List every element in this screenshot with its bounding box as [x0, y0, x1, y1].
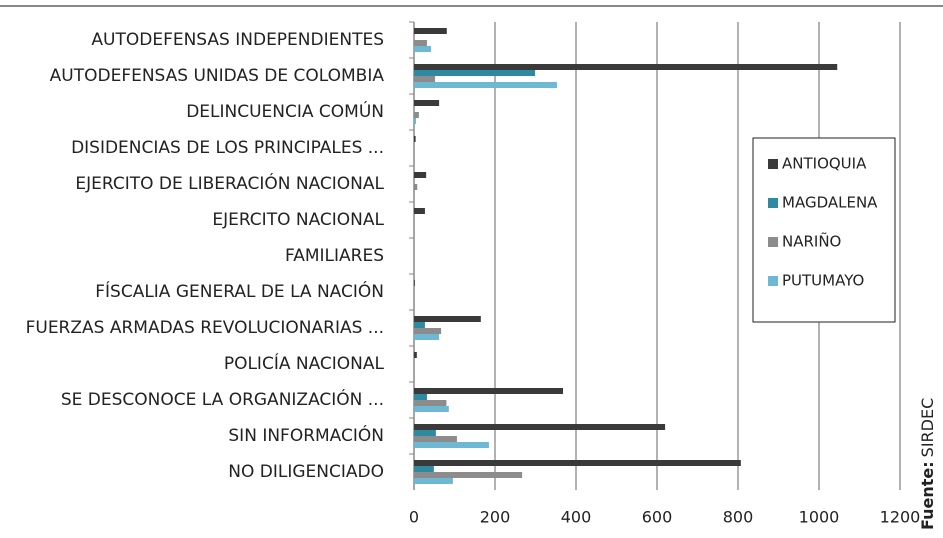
bar — [414, 406, 449, 412]
bar — [414, 40, 427, 46]
bar — [414, 478, 453, 484]
bar — [414, 208, 425, 214]
bar — [414, 394, 427, 400]
bar — [414, 424, 666, 430]
x-tick-label: 200 — [480, 508, 511, 527]
bar — [414, 70, 536, 76]
bar — [414, 472, 523, 478]
y-tick-label: POLICÍA NACIONAL — [224, 352, 385, 374]
bar — [414, 400, 447, 406]
y-tick-label: NO DILIGENCIADO — [228, 462, 384, 482]
x-tick-label: 600 — [642, 508, 673, 527]
bar — [414, 76, 436, 82]
x-tick-label: 1200 — [880, 508, 921, 527]
bar — [414, 328, 442, 334]
bar — [414, 460, 741, 466]
y-tick-label: FUERZAS ARMADAS REVOLUCIONARIAS ... — [26, 318, 384, 338]
bar — [414, 466, 434, 472]
bar — [414, 430, 436, 436]
bar — [414, 352, 417, 358]
source-label: Fuente: — [918, 461, 937, 530]
bar — [414, 118, 417, 124]
bar — [414, 442, 489, 448]
y-tick-label: AUTODEFENSAS UNIDAS DE COLOMBIA — [50, 66, 385, 86]
y-tick-label: SE DESCONOCE LA ORGANIZACIÓN ... — [61, 388, 384, 410]
y-tick-label: AUTODEFENSAS INDEPENDIENTES — [91, 30, 384, 50]
legend-swatch — [768, 276, 778, 286]
bar — [414, 100, 440, 106]
y-tick-label: EJERCITO DE LIBERACIÓN NACIONAL — [75, 172, 384, 194]
y-tick-label: FÍSCALIA GENERAL DE LA NACIÓN — [95, 280, 384, 302]
source-note: Fuente: SIRDEC — [918, 398, 937, 530]
bar — [414, 316, 481, 322]
bar — [414, 280, 415, 286]
x-tick-label: 1000 — [799, 508, 840, 527]
y-tick-label: DELINCUENCIA COMÚN — [186, 100, 384, 122]
legend-label: MAGDALENA — [782, 194, 878, 212]
bar — [414, 112, 419, 118]
legend-label: NARIÑO — [782, 232, 841, 251]
bar — [414, 184, 418, 190]
y-tick-label: EJERCITO NACIONAL — [212, 210, 384, 230]
x-tick-label: 400 — [561, 508, 592, 527]
x-tick-label: 0 — [409, 508, 419, 527]
bar — [414, 388, 564, 394]
bar — [414, 28, 447, 34]
legend-label: PUTUMAYO — [782, 272, 864, 290]
bar — [414, 172, 427, 178]
source: SIRDEC — [918, 398, 937, 458]
y-tick-label: SIN INFORMACIÓN — [228, 424, 384, 446]
bar — [414, 64, 838, 70]
bar — [414, 436, 457, 442]
legend-label: ANTIOQUIA — [782, 155, 867, 173]
x-tick-label: 800 — [723, 508, 754, 527]
bar — [414, 136, 416, 142]
legend-swatch — [768, 159, 778, 169]
bar — [414, 334, 440, 340]
bar — [414, 82, 557, 88]
legend-swatch — [768, 237, 778, 247]
y-tick-label: FAMILIARES — [285, 246, 384, 266]
legend-swatch — [768, 198, 778, 208]
y-tick-label: DISIDENCIAS DE LOS PRINCIPALES ... — [71, 138, 384, 158]
bar — [414, 46, 432, 52]
bar — [414, 322, 425, 328]
